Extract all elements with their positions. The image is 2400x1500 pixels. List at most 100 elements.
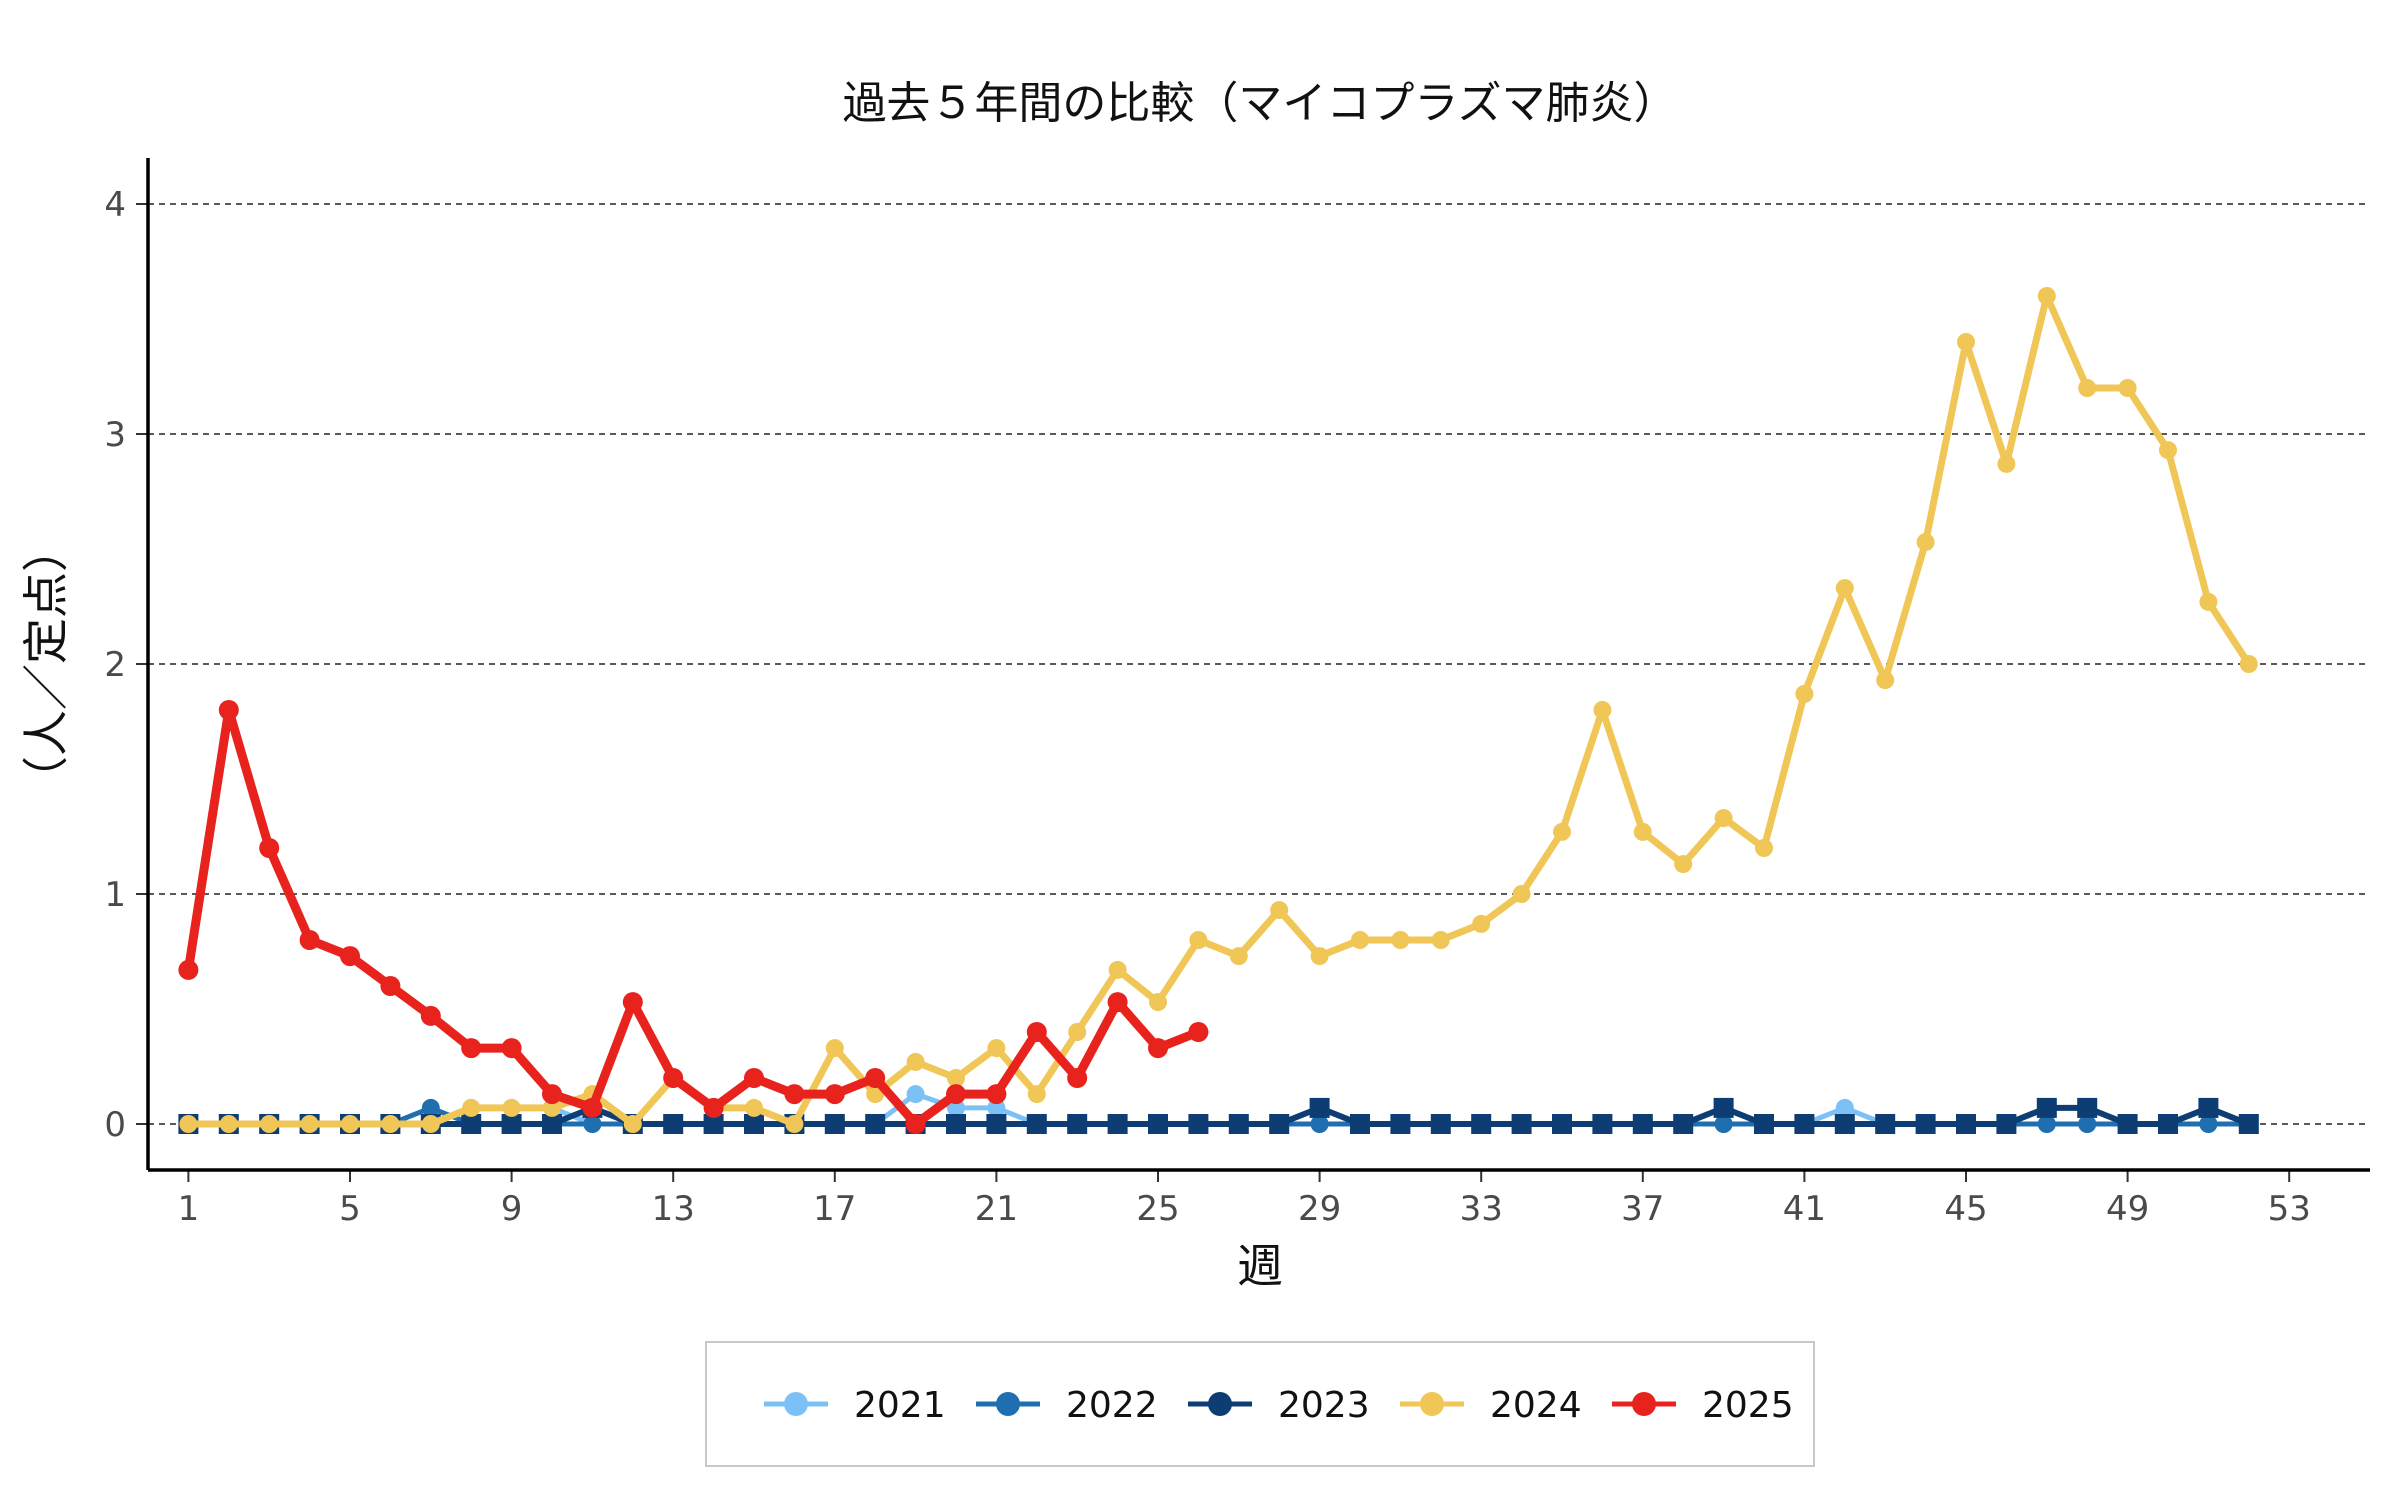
x-tick-label-7: 29 [1298, 1189, 1341, 1229]
x-tick-label-6: 25 [1136, 1189, 1179, 1229]
x-tick-label-5: 21 [975, 1189, 1018, 1229]
legend-item-2022: 2022 [976, 1385, 1158, 1426]
point-2024-w45 [1957, 333, 1975, 351]
legend-label-2024: 2024 [1490, 1385, 1582, 1426]
point-2023-w48 [2077, 1097, 2098, 1118]
point-2022-w29 [1310, 1115, 1329, 1133]
point-2024-w21 [987, 1039, 1006, 1058]
point-2024-w38 [1674, 855, 1693, 874]
point-2024-w42 [1835, 579, 1854, 598]
point-2025-w10 [542, 1084, 562, 1105]
point-2025-w6 [380, 976, 401, 996]
legend-marker-2021 [784, 1392, 808, 1416]
legend-label-2021: 2021 [854, 1385, 946, 1426]
point-2023-w41 [1794, 1114, 1815, 1134]
point-2024-w41 [1795, 684, 1814, 703]
series-2024 [179, 287, 2258, 1133]
point-2024-w47 [2037, 287, 2056, 305]
point-2024-w17 [825, 1039, 844, 1058]
point-2023-w46 [1996, 1114, 2017, 1134]
point-2023-w35 [1552, 1114, 1572, 1134]
point-2023-w22 [1026, 1114, 1047, 1134]
point-2021-w19 [906, 1085, 925, 1104]
point-2025-w2 [218, 700, 239, 720]
point-2024-w28 [1270, 901, 1289, 920]
point-2023-w49 [2117, 1114, 2138, 1134]
series-2022 [179, 1098, 2258, 1133]
chart-title: 過去５年間の比較（マイコプラズマ肺炎） [842, 78, 1677, 129]
point-2024-w10 [543, 1098, 561, 1117]
point-2025-w16 [784, 1084, 805, 1105]
point-2025-w22 [1026, 1022, 1047, 1042]
point-2023-w45 [1956, 1114, 1976, 1134]
point-2024-w37 [1633, 822, 1652, 841]
point-2023-w37 [1632, 1114, 1653, 1134]
point-2023-w14 [703, 1114, 724, 1134]
y-axis-title: （人／定点） [19, 526, 73, 802]
point-2021-w21 [987, 1098, 1006, 1117]
point-2024-w46 [1997, 454, 2016, 473]
y-tick-label-0: 0 [104, 1105, 126, 1145]
point-2024-w7 [421, 1115, 440, 1133]
point-2024-w20 [947, 1069, 965, 1087]
point-2025-w5 [340, 946, 360, 967]
point-2021-w20 [947, 1098, 965, 1117]
series-line-2023 [185, 1104, 2252, 1127]
point-2023-w18 [865, 1114, 886, 1134]
point-2024-w44 [1916, 533, 1935, 552]
point-2024-w49 [2118, 379, 2137, 397]
point-2024-w23 [1068, 1023, 1087, 1041]
legend-item-2021: 2021 [764, 1385, 946, 1426]
point-2024-w30 [1351, 931, 1369, 949]
point-2023-w47 [2036, 1097, 2057, 1118]
point-2023-w17 [824, 1114, 845, 1134]
point-2023-w36 [1592, 1114, 1613, 1134]
x-tick-label-8: 33 [1460, 1189, 1503, 1229]
x-tick-label-11: 45 [1944, 1189, 1987, 1229]
point-2023-w32 [1430, 1114, 1451, 1134]
point-2023-w44 [1915, 1114, 1936, 1134]
point-2025-w11 [582, 1097, 603, 1118]
legend-item-2025: 2025 [1612, 1385, 1794, 1426]
point-2024-w35 [1553, 822, 1571, 841]
point-2025-w1 [178, 959, 199, 980]
point-2023-w13 [663, 1114, 684, 1134]
point-2025-w15 [744, 1068, 764, 1088]
y-tick-label-3: 3 [104, 415, 126, 455]
legend-label-2022: 2022 [1066, 1385, 1158, 1426]
point-2024-w22 [1027, 1085, 1046, 1104]
point-2024-w27 [1229, 947, 1248, 966]
point-2023-w51 [2198, 1097, 2219, 1118]
x-tick-label-2: 9 [501, 1189, 523, 1229]
point-2023-w26 [1188, 1114, 1209, 1134]
legend-marker-2022 [996, 1392, 1020, 1416]
x-axis-title: 週 [1237, 1239, 1283, 1293]
point-2023-w15 [744, 1114, 764, 1134]
point-2024-w33 [1472, 914, 1491, 933]
point-2025-w3 [259, 838, 280, 858]
point-2025-w7 [420, 1005, 441, 1026]
point-2022-w48 [2078, 1115, 2097, 1133]
point-2023-w23 [1067, 1114, 1088, 1134]
legend: 2021 2022 2023 2024 2025 [705, 1341, 1815, 1467]
point-2025-w14 [703, 1097, 724, 1118]
point-2023-w21 [986, 1114, 1007, 1134]
point-2023-w24 [1107, 1114, 1128, 1134]
point-2023-w42 [1834, 1114, 1855, 1134]
point-2024-w50 [2159, 441, 2177, 460]
point-2025-w19 [905, 1114, 926, 1134]
point-2023-w8 [461, 1114, 482, 1134]
point-2023-w31 [1390, 1114, 1411, 1134]
axis-titles: 週 （人／定点） [19, 526, 1283, 1293]
point-2024-w5 [341, 1115, 359, 1133]
point-2024-w24 [1108, 960, 1127, 979]
point-2024-w51 [2199, 592, 2218, 611]
point-2025-w4 [299, 930, 320, 950]
point-2023-w52 [2238, 1114, 2259, 1134]
point-2024-w9 [502, 1098, 521, 1117]
point-2023-w34 [1511, 1114, 1532, 1134]
legend-item-2023: 2023 [1188, 1385, 1370, 1426]
point-2025-w9 [501, 1038, 522, 1059]
point-2024-w40 [1755, 839, 1773, 857]
point-2024-w15 [745, 1098, 763, 1117]
